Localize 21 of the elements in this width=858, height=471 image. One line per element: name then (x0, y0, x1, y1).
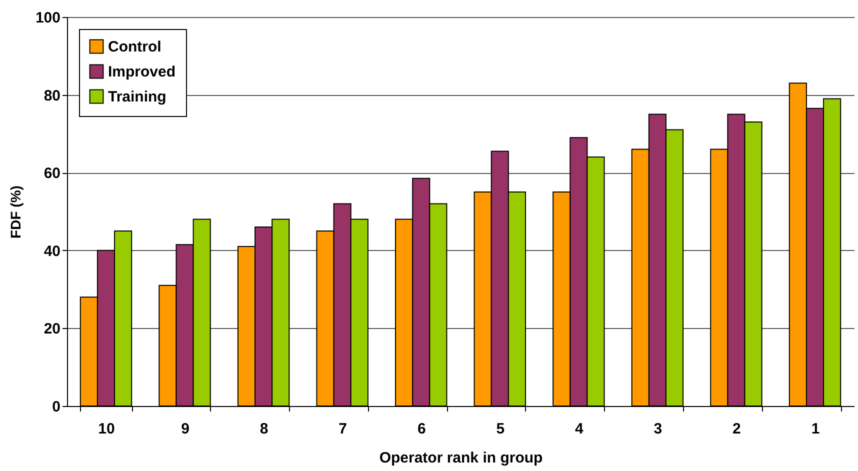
y-tick-label: 0 (52, 398, 60, 416)
y-tick-label: 40 (44, 242, 60, 260)
x-tick-label: 2 (732, 420, 741, 438)
x-tick-label: 4 (574, 420, 584, 438)
x-tick-label: 3 (654, 420, 662, 438)
x-tick-label: 9 (181, 420, 190, 438)
y-tick-label: 100 (35, 10, 60, 26)
legend-label: Control (108, 38, 162, 56)
y-tick-label: 60 (44, 165, 60, 182)
x-tick-label: 10 (98, 420, 115, 438)
x-axis-title: Operator rank in group (379, 450, 543, 466)
x-tick-label: 5 (496, 420, 505, 438)
x-tick-label: 8 (260, 420, 268, 438)
y-axis-title: FDF (%) (7, 186, 24, 238)
legend-label: Improved (108, 64, 176, 80)
x-tick-label: 6 (417, 420, 426, 438)
x-tick-label: 7 (338, 420, 348, 438)
x-tick-label: 1 (811, 420, 820, 438)
legend-label: Training (108, 88, 166, 106)
y-tick-label: 80 (44, 87, 60, 104)
y-tick-label: 20 (44, 320, 60, 338)
